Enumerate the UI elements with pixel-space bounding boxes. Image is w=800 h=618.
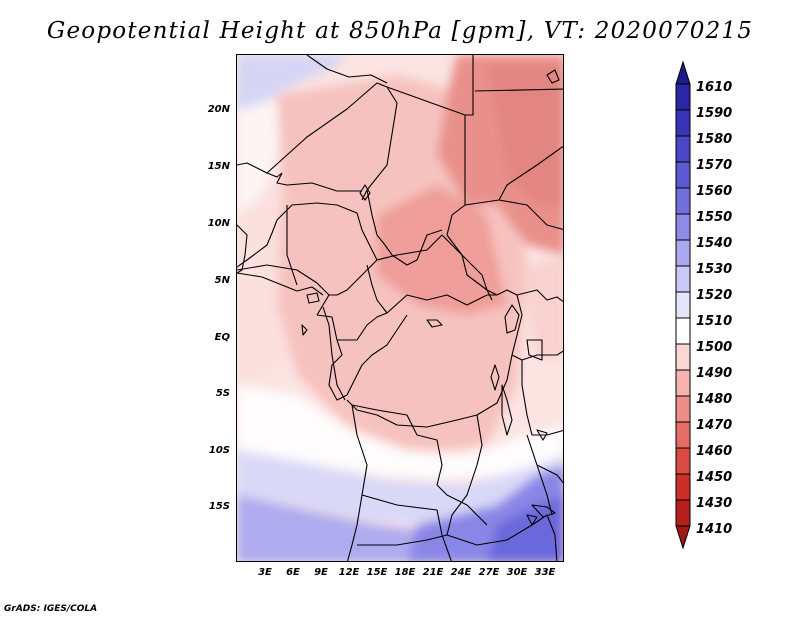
lon-label-30e: 30E <box>506 567 528 578</box>
shading-east-pale <box>522 255 563 360</box>
legend-label-1450: 1450 <box>696 470 733 485</box>
colorbar-box <box>675 343 691 371</box>
colorbar-box <box>675 265 691 293</box>
legend-label-1510: 1510 <box>696 314 733 329</box>
legend-label-1610: 1610 <box>696 80 733 95</box>
colorbar-box <box>675 447 691 475</box>
lon-label-9e: 9E <box>314 567 328 578</box>
lon-label-15e: 15E <box>366 567 388 578</box>
legend-label-1430: 1430 <box>696 496 733 511</box>
lat-label-10s: 10S <box>208 445 230 456</box>
colorbar-boxes <box>675 60 691 550</box>
lat-label-10n: 10N <box>207 218 230 229</box>
lat-label-20n: 20N <box>207 104 230 115</box>
lat-label-15s: 15S <box>208 501 230 512</box>
lat-label-5s: 5S <box>215 388 230 399</box>
legend-label-1520: 1520 <box>696 288 733 303</box>
colorbar-box <box>675 473 691 501</box>
lon-label-27e: 27E <box>478 567 500 578</box>
colorbar-box <box>675 395 691 423</box>
legend-label-1570: 1570 <box>696 158 733 173</box>
colorbar-bottom-arrow <box>675 525 691 550</box>
legend-label-1470: 1470 <box>696 418 733 433</box>
shading-south-l1 <box>237 450 563 525</box>
lon-label-6e: 6E <box>286 567 300 578</box>
colorbar-box <box>675 369 691 397</box>
legend-label-1590: 1590 <box>696 106 733 121</box>
lon-label-24e: 24E <box>450 567 472 578</box>
lon-label-21e: 21E <box>422 567 444 578</box>
country-borders <box>237 55 563 561</box>
legend-label-1410: 1410 <box>696 522 733 537</box>
lat-label-eq: EQ <box>214 332 230 343</box>
shading-nw-low <box>237 55 347 115</box>
shading-ne-core <box>487 65 563 205</box>
credit-text: GrADS: IGES/COLA <box>4 604 98 614</box>
legend-label-1530: 1530 <box>696 262 733 277</box>
lon-label-18e: 18E <box>394 567 416 578</box>
shading-south-white <box>237 385 563 480</box>
colorbar-box <box>675 291 691 319</box>
legend-label-1480: 1480 <box>696 392 733 407</box>
colorbar-box <box>675 109 691 137</box>
colorbar-box <box>675 213 691 241</box>
map-panel <box>236 54 564 562</box>
legend-label-1540: 1540 <box>696 236 733 251</box>
map-title: Geopotential Height at 850hPa [gpm], VT:… <box>46 18 754 44</box>
colorbar-box <box>675 421 691 449</box>
colorbar-box <box>675 135 691 163</box>
colorbar-box <box>675 499 691 527</box>
colorbar-box <box>675 239 691 267</box>
shading-sudan <box>377 185 507 315</box>
legend-label-1580: 1580 <box>696 132 733 147</box>
lat-label-5n: 5N <box>214 275 230 286</box>
lon-label-33e: 33E <box>534 567 556 578</box>
lat-label-15n: 15N <box>207 161 230 172</box>
colorbar-top-arrow <box>675 60 691 85</box>
legend-label-1560: 1560 <box>696 184 733 199</box>
legend-label-1550: 1550 <box>696 210 733 225</box>
colorbar-box <box>675 161 691 189</box>
colorbar-box <box>675 187 691 215</box>
legend-label-1490: 1490 <box>696 366 733 381</box>
colorbar-box <box>675 317 691 345</box>
shading-south-l4 <box>487 495 563 561</box>
legend-label-1460: 1460 <box>696 444 733 459</box>
lon-label-3e: 3E <box>258 567 272 578</box>
contour-map <box>237 55 563 561</box>
legend-label-1500: 1500 <box>696 340 733 355</box>
colorbar-box <box>675 83 691 111</box>
lon-label-12e: 12E <box>338 567 360 578</box>
